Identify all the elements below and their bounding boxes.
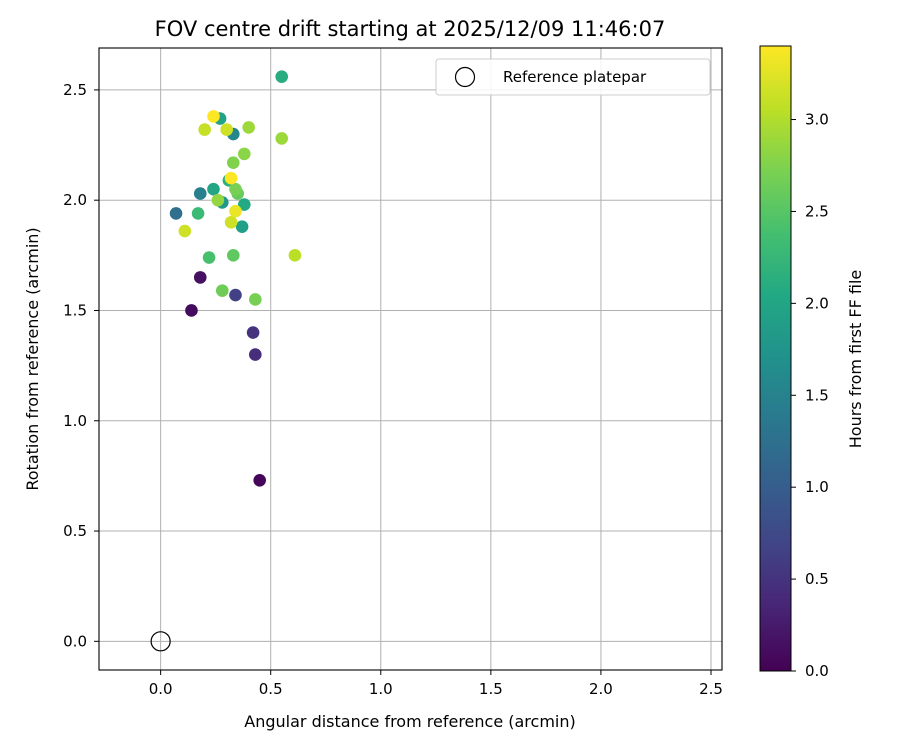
data-point (191, 207, 205, 220)
x-tick-label: 2.0 (589, 680, 613, 698)
reference-marker-layer (150, 631, 171, 652)
x-tick-label: 1.0 (369, 680, 393, 698)
x-tick-label: 1.5 (479, 680, 503, 698)
data-point (226, 156, 240, 169)
plot-area-frame (98, 47, 723, 671)
x-tick-label: 0.0 (149, 680, 173, 698)
grid-lines (99, 48, 722, 670)
x-axis-label: Angular distance from reference (arcmin) (244, 712, 575, 731)
data-point (226, 249, 240, 262)
data-point (211, 193, 225, 207)
colorbar-ticks: 0.0 0.5 1.0 1.5 2.0 2.5 3.0 (791, 111, 829, 680)
data-point (229, 288, 242, 302)
data-points (169, 70, 302, 487)
colorbar-tick-label: 0.0 (805, 662, 829, 680)
y-tick-label: 0.0 (63, 632, 87, 650)
data-point (242, 121, 255, 134)
data-point (185, 304, 198, 317)
data-point (220, 123, 233, 136)
data-point (253, 474, 267, 487)
data-point (178, 224, 192, 238)
y-axis-label: Rotation from reference (arcmin) (23, 227, 42, 490)
y-tick-label: 0.5 (63, 522, 87, 540)
y-axis-ticks: 0.0 0.5 1.0 1.5 2.0 2.5 (63, 81, 99, 650)
x-tick-label: 2.5 (699, 680, 723, 698)
data-point (249, 293, 262, 306)
data-point (207, 110, 220, 123)
data-point (249, 348, 262, 361)
data-point (193, 187, 207, 200)
data-point (202, 251, 216, 264)
data-point (215, 284, 229, 297)
data-point (235, 220, 249, 233)
x-tick-label: 0.5 (259, 680, 283, 698)
legend-box (435, 58, 711, 96)
colorbar-tick-label: 2.5 (805, 202, 829, 220)
data-point (224, 171, 238, 185)
data-point (246, 326, 260, 339)
colorbar-tick-label: 1.0 (805, 478, 829, 496)
colorbar-tick-label: 2.0 (805, 294, 829, 312)
colorbar (759, 45, 792, 672)
reference-platepar-marker (150, 631, 171, 652)
data-point (207, 182, 220, 196)
legend-marker (454, 66, 476, 88)
legend-label: Reference platepar (503, 68, 647, 86)
x-axis-ticks: 0.0 0.5 1.0 1.5 2.0 2.5 (149, 670, 723, 698)
data-point (237, 198, 251, 211)
data-point (237, 147, 251, 161)
data-point (229, 204, 242, 218)
colorbar-tick-label: 0.5 (805, 570, 829, 588)
data-point (275, 132, 289, 145)
y-tick-label: 2.5 (63, 81, 87, 99)
data-point (193, 271, 207, 284)
colorbar-tick-label: 3.0 (805, 111, 829, 129)
data-point (198, 123, 211, 136)
data-point (224, 215, 238, 229)
data-point (275, 70, 289, 83)
data-point (288, 249, 302, 262)
colorbar-label: Hours from first FF file (846, 270, 865, 449)
data-point (229, 182, 242, 196)
legend: Reference platepar (435, 58, 711, 96)
data-point (169, 207, 183, 220)
y-tick-label: 1.0 (63, 412, 87, 430)
y-tick-label: 1.5 (63, 301, 87, 319)
y-tick-label: 2.0 (63, 191, 87, 209)
chart-title: FOV centre drift starting at 2025/12/09 … (155, 17, 666, 41)
colorbar-tick-label: 1.5 (805, 386, 829, 404)
